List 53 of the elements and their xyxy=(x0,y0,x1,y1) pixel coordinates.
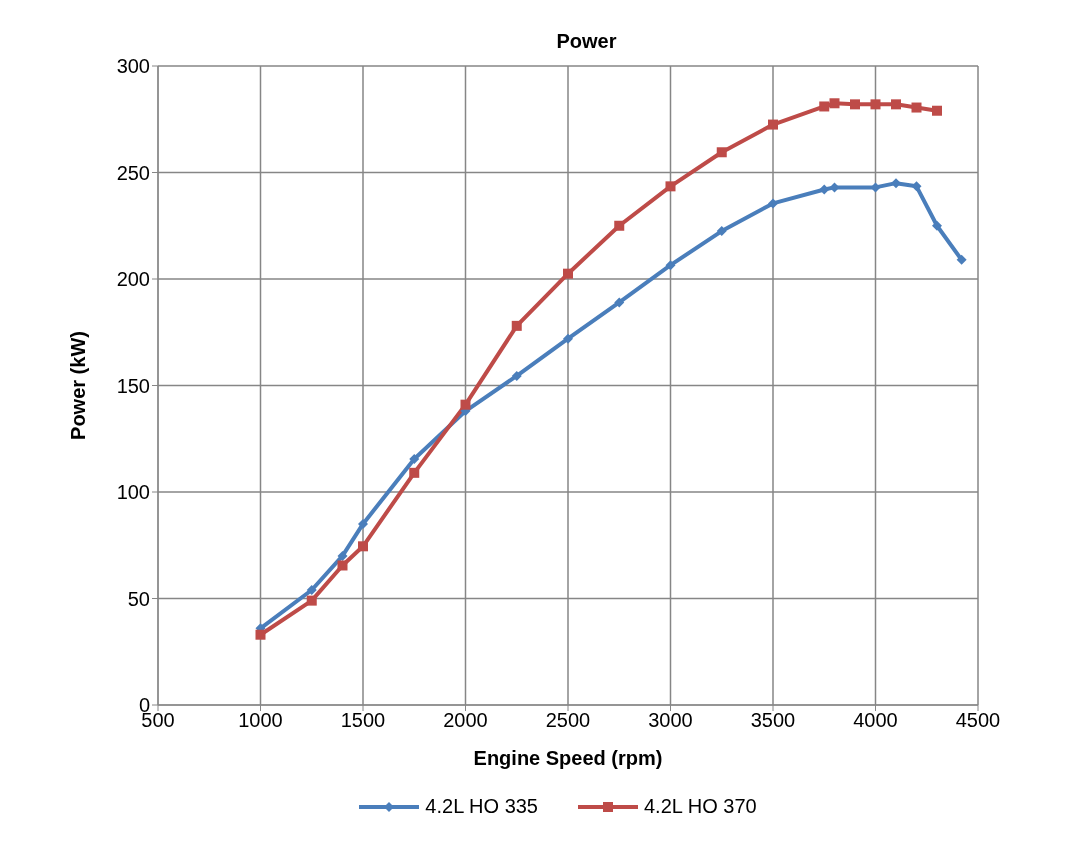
x-tick-label: 1000 xyxy=(238,709,283,732)
legend-label: 4.2L HO 370 xyxy=(643,795,757,818)
point xyxy=(665,181,676,192)
point xyxy=(932,105,942,116)
y-axis-title: Power (kW) xyxy=(67,331,90,440)
point xyxy=(665,260,676,271)
point xyxy=(563,333,573,344)
point xyxy=(891,99,901,110)
y-tick-label: 100 xyxy=(116,481,150,504)
point xyxy=(850,99,860,110)
y-tick-label: 250 xyxy=(116,161,150,184)
x-tick-label: 4500 xyxy=(955,709,1001,732)
point xyxy=(409,467,420,478)
point xyxy=(716,147,727,158)
legend-label: 4.2L HO 335 xyxy=(424,795,538,818)
point xyxy=(511,370,522,381)
point xyxy=(337,560,348,571)
point xyxy=(768,198,778,209)
point xyxy=(716,226,727,237)
point xyxy=(891,178,901,189)
x-tick-label: 2000 xyxy=(443,709,488,732)
point xyxy=(358,541,368,552)
point xyxy=(306,595,317,606)
point xyxy=(614,220,625,231)
point xyxy=(819,101,830,112)
x-tick-label: 3500 xyxy=(750,709,796,732)
point xyxy=(511,320,522,331)
point xyxy=(337,550,348,561)
point xyxy=(255,629,266,640)
y-tick-label: 150 xyxy=(116,374,150,397)
x-tick-label: 4000 xyxy=(853,709,898,732)
point xyxy=(870,99,881,110)
point xyxy=(358,518,368,529)
point xyxy=(409,453,420,464)
point xyxy=(460,399,471,410)
x-tick-label: 2500 xyxy=(545,709,591,732)
point xyxy=(563,268,573,279)
x-axis-title: Engine Speed (rpm) xyxy=(473,747,663,769)
x-tick-label: 3000 xyxy=(648,709,693,732)
chart-title: Power xyxy=(555,30,618,53)
point xyxy=(819,184,830,195)
point xyxy=(768,119,778,130)
y-tick-label: 50 xyxy=(127,587,150,610)
point xyxy=(614,297,625,308)
point xyxy=(956,254,967,265)
y-tick-label: 200 xyxy=(116,268,150,291)
point xyxy=(911,181,922,192)
point xyxy=(829,98,840,109)
point xyxy=(932,220,942,231)
point xyxy=(911,102,922,113)
x-tick-label: 1500 xyxy=(340,709,386,732)
point xyxy=(306,584,317,595)
y-tick-label: 300 xyxy=(116,55,150,78)
